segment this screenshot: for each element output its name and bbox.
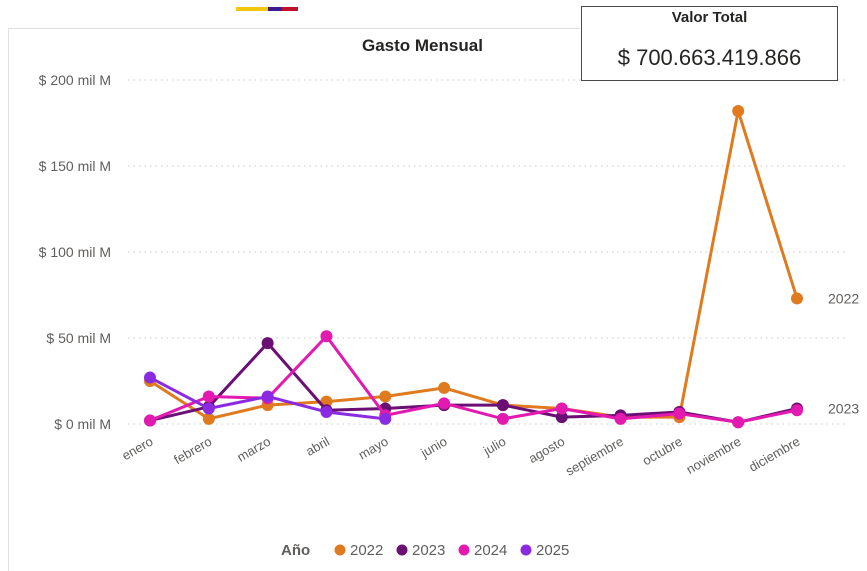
y-axis-ticks: $ 0 mil M $ 50 mil M $ 100 mil M $ 150 mil … (39, 72, 111, 432)
data-point[interactable] (555, 411, 568, 424)
page-indicator-navy (268, 7, 282, 11)
data-point[interactable] (732, 104, 745, 117)
legend-title: Año (281, 542, 310, 559)
y-tick-label: $ 50 mil M (46, 330, 111, 346)
x-tick-label: mayo (356, 434, 391, 463)
y-tick-label: $ 200 mil M (39, 72, 111, 88)
x-tick-label: marzo (234, 434, 273, 465)
x-tick-label: diciembre (746, 434, 802, 475)
x-tick-label: junio (417, 434, 449, 461)
kpi-card[interactable]: Valor Total $ 700.663.419.866 (581, 6, 838, 81)
x-tick-label: julio (480, 434, 508, 459)
series-end-label: 2023 (828, 401, 859, 417)
legend-marker (520, 544, 532, 556)
x-tick-label: abril (303, 434, 332, 459)
data-point[interactable] (791, 404, 803, 417)
legend-label: 2025 (536, 542, 569, 559)
data-point[interactable] (320, 330, 333, 343)
data-point[interactable] (202, 390, 215, 403)
data-point[interactable] (732, 416, 745, 429)
legend-item-2025[interactable]: 2025 (520, 542, 570, 559)
legend-marker (458, 544, 470, 556)
x-tick-label: agosto (526, 434, 567, 467)
data-point[interactable] (614, 412, 627, 425)
x-tick-label: septiembre (563, 434, 626, 479)
y-tick-label: $ 150 mil M (39, 158, 111, 174)
kpi-label: Valor Total (671, 9, 748, 26)
series-line (149, 109, 799, 421)
data-point[interactable] (379, 412, 392, 425)
data-point[interactable] (144, 414, 156, 427)
series-2024[interactable] (144, 330, 803, 429)
series-end-labels: 2022 2023 (828, 290, 859, 416)
x-tick-label: enero (119, 434, 155, 464)
data-point[interactable] (496, 412, 509, 425)
data-point[interactable] (261, 337, 274, 350)
x-axis-ticks: enero febrero marzo abril mayo junio julio agos… (119, 434, 802, 479)
page-indicator-yellow (236, 7, 268, 11)
visual-border-top (8, 28, 580, 29)
data-point[interactable] (379, 390, 392, 403)
data-point[interactable] (261, 390, 274, 403)
x-tick-label: octubre (640, 434, 685, 469)
data-point[interactable] (673, 407, 686, 420)
legend-label: 2023 (412, 542, 445, 559)
legend-marker (396, 544, 408, 556)
legend-item-2022[interactable]: 2022 (334, 542, 384, 559)
series-end-label: 2022 (828, 290, 859, 306)
data-point[interactable] (555, 402, 568, 415)
x-tick-label: noviembre (684, 434, 744, 477)
data-point[interactable] (791, 292, 803, 305)
y-tick-label: $ 0 mil M (54, 416, 111, 432)
series-2023[interactable] (144, 337, 803, 429)
data-point[interactable] (202, 412, 215, 425)
kpi-value: $ 700.663.419.866 (617, 45, 802, 70)
legend-item-2023[interactable]: 2023 (396, 542, 446, 559)
series-lines (144, 104, 803, 429)
data-point[interactable] (496, 399, 509, 412)
page-indicator-red (282, 7, 298, 11)
data-point[interactable] (438, 381, 451, 394)
grid-lines (128, 79, 845, 425)
legend-item-2024[interactable]: 2024 (458, 542, 508, 559)
data-point[interactable] (202, 402, 215, 415)
visual-border-left (8, 28, 9, 571)
legend-label: 2024 (474, 542, 507, 559)
x-tick-label: febrero (171, 434, 214, 468)
legend-marker (334, 544, 346, 556)
data-point[interactable] (438, 397, 451, 410)
series-2025[interactable] (144, 371, 392, 425)
series-2022[interactable] (144, 104, 803, 425)
chart-title: Gasto Mensual (362, 36, 483, 55)
legend[interactable]: Año 2022 2023 2024 2025 (281, 542, 569, 559)
data-point[interactable] (144, 371, 156, 384)
legend-label: 2022 (350, 542, 383, 559)
y-tick-label: $ 100 mil M (39, 244, 111, 260)
data-point[interactable] (320, 405, 333, 418)
